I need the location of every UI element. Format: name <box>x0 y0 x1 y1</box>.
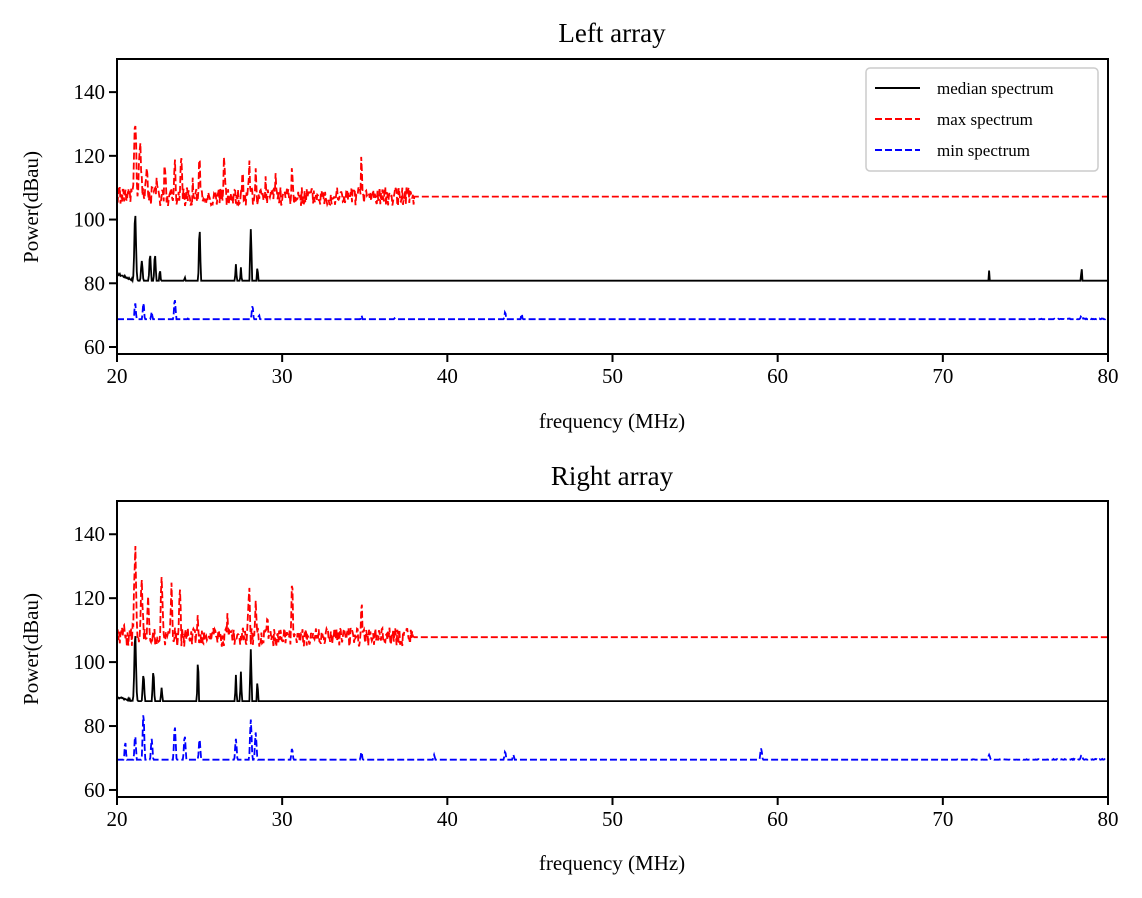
y-tick-label: 120 <box>74 586 106 610</box>
median-spectrum-line <box>117 636 1108 703</box>
y-tick-label: 80 <box>84 271 105 295</box>
y-tick-label: 60 <box>84 335 105 359</box>
legend-label-max: max spectrum <box>937 110 1033 129</box>
plot-area: 20 30 40 50 60 70 80 60 80 100 120 140 <box>74 500 1119 831</box>
x-tick-label: 80 <box>1098 807 1119 831</box>
x-tick-label: 30 <box>272 364 293 388</box>
y-tick-label: 100 <box>74 650 106 674</box>
median-spectrum-line <box>117 215 1108 284</box>
min-spectrum-line <box>117 715 1108 762</box>
max-spectrum-line <box>117 125 1108 208</box>
x-tick-label: 30 <box>272 807 293 831</box>
legend: median spectrum max spectrum min spectru… <box>865 67 1099 172</box>
x-tick-label: 50 <box>602 807 623 831</box>
x-axis-label: frequency (MHz) <box>539 409 685 433</box>
y-axis-label: Power(dBau) <box>19 593 43 705</box>
x-tick-label: 40 <box>437 807 458 831</box>
y-tick-label: 140 <box>74 522 106 546</box>
x-tick-label: 40 <box>437 364 458 388</box>
x-tick-label: 80 <box>1098 364 1119 388</box>
x-tick-label: 20 <box>107 364 128 388</box>
legend-box <box>865 67 1099 172</box>
min-spectrum-line <box>117 299 1108 321</box>
x-tick-label: 20 <box>107 807 128 831</box>
x-tick-label: 60 <box>767 807 788 831</box>
right-array-panel: Right array 20 30 40 50 60 70 806080100120140 … <box>19 461 1119 875</box>
y-tick-label: 120 <box>74 144 106 168</box>
legend-label-median: median spectrum <box>937 79 1054 98</box>
x-tick-label: 70 <box>932 807 953 831</box>
max-spectrum-line <box>117 545 1108 648</box>
y-tick-label: 140 <box>74 80 106 104</box>
y-axis-label: Power(dBau) <box>19 151 43 263</box>
left-array-panel: Left array 20 30 40 50 60 70 80 60 80 100 120 140 f… <box>19 18 1119 433</box>
axes-frame <box>116 500 1109 798</box>
x-axis-label: frequency (MHz) <box>539 851 685 875</box>
x-tick-label: 60 <box>767 364 788 388</box>
y-tick-label: 80 <box>84 714 105 738</box>
chart-title: Right array <box>551 461 674 491</box>
y-tick-label: 100 <box>74 208 106 232</box>
plot-area: 20 30 40 50 60 70 80 60 80 100 120 140 <box>74 58 1119 388</box>
y-tick-label: 60 <box>84 778 105 802</box>
x-tick-label: 50 <box>602 364 623 388</box>
chart-title: Left array <box>558 18 666 48</box>
legend-label-min: min spectrum <box>937 141 1030 160</box>
series-group <box>117 545 1108 762</box>
series-group <box>117 125 1108 321</box>
x-tick-label: 70 <box>932 364 953 388</box>
